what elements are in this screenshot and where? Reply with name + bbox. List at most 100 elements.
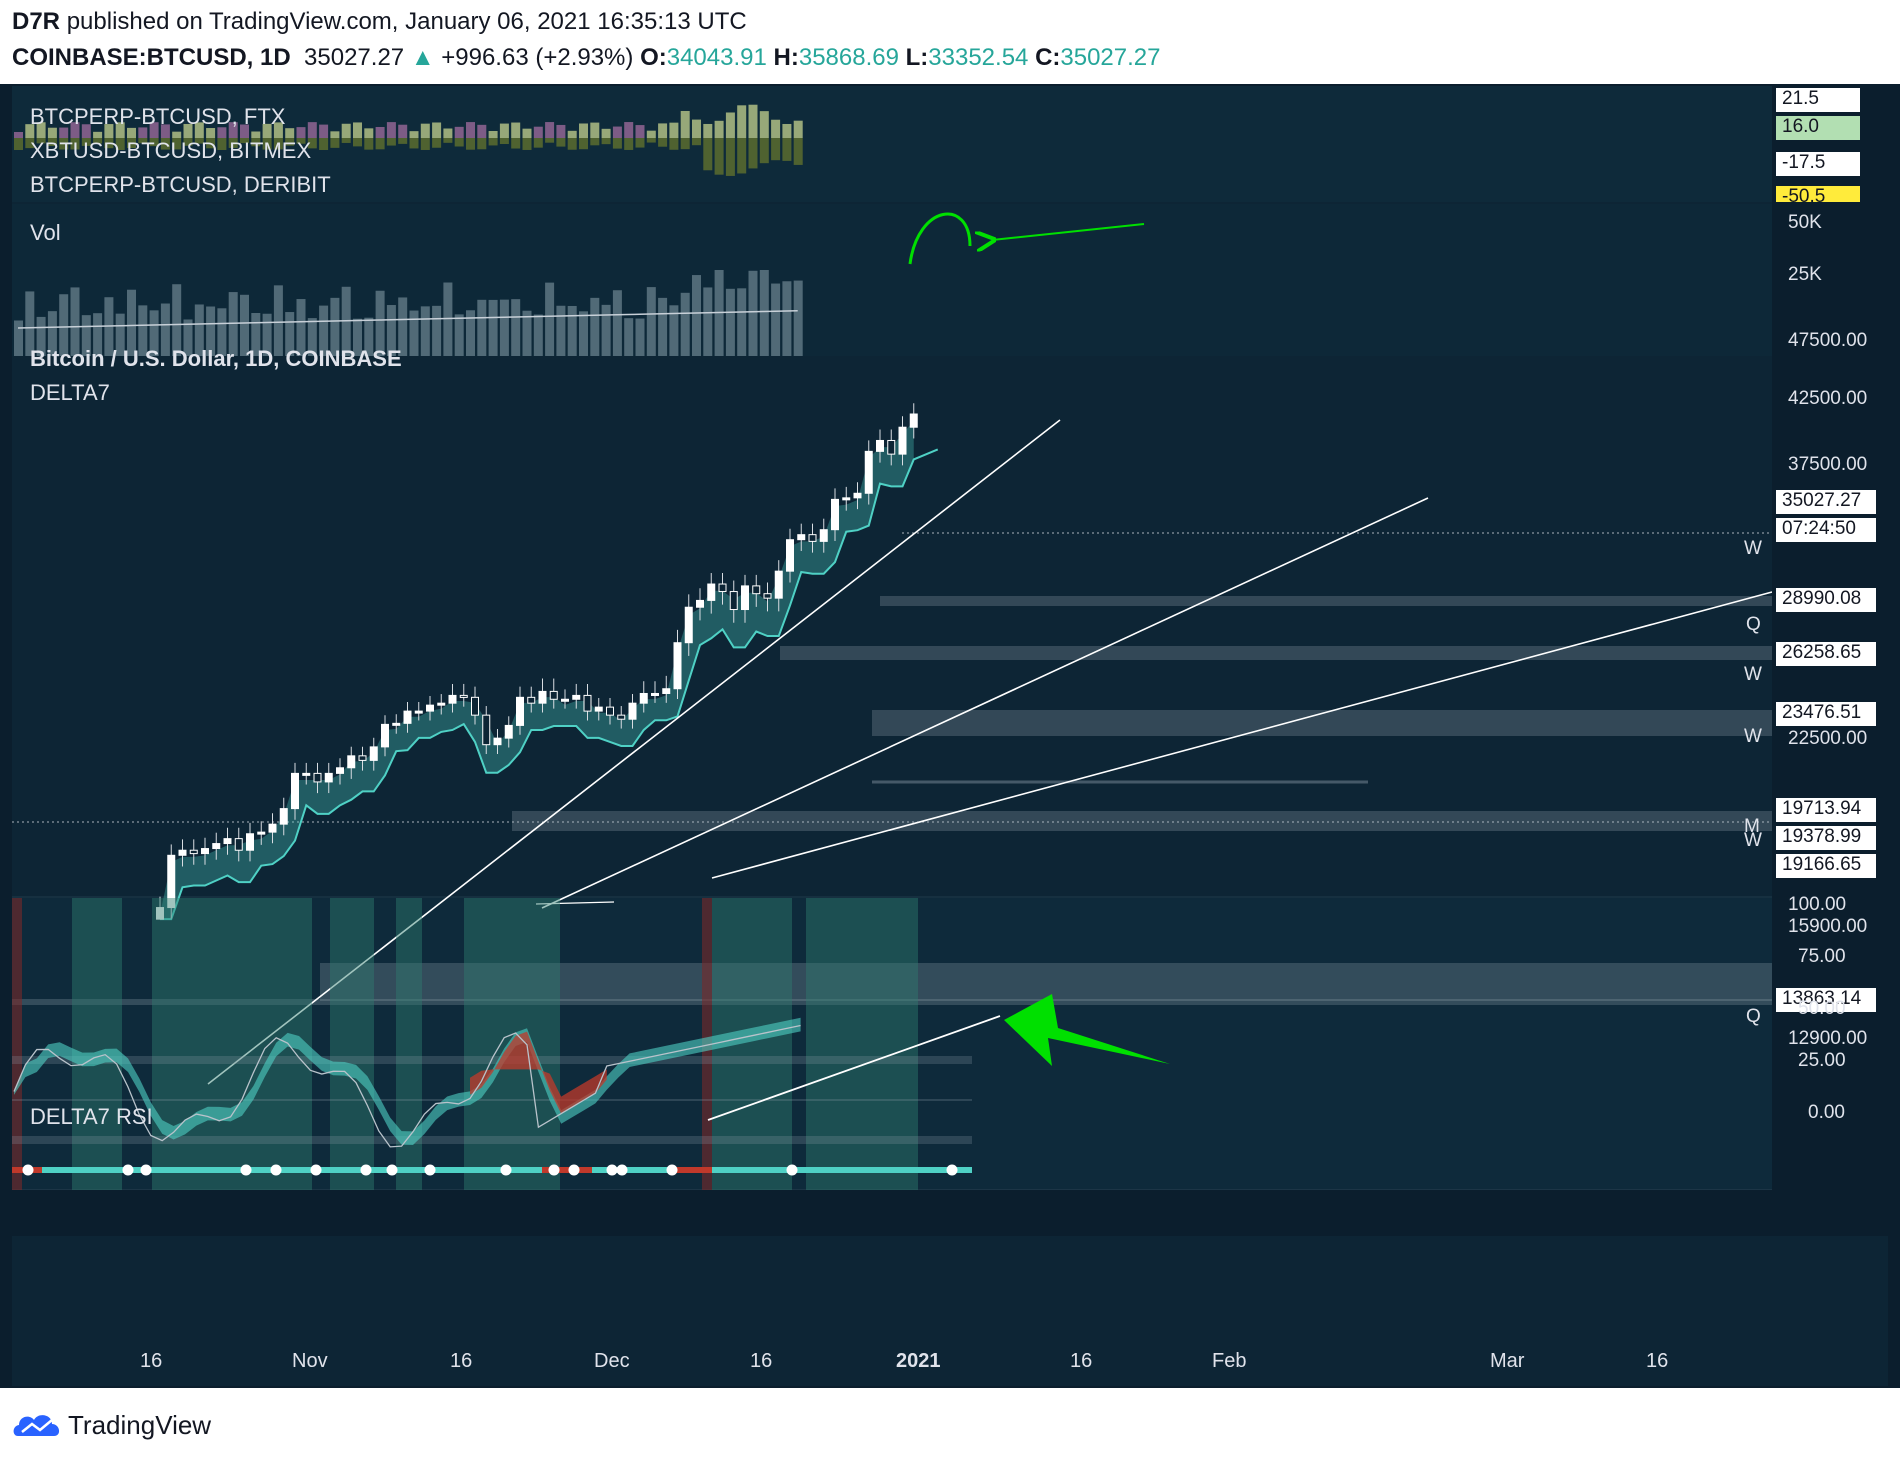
volume-bar bbox=[14, 320, 23, 356]
funding-bar-pos bbox=[240, 124, 249, 138]
candle-body bbox=[752, 585, 761, 595]
volume-bar bbox=[579, 311, 588, 356]
volume-bar bbox=[635, 318, 645, 356]
funding-bar-pos bbox=[149, 122, 159, 138]
funding-bar-neg bbox=[206, 138, 216, 149]
funding-bar-pos bbox=[138, 127, 148, 138]
level-letter-5: M bbox=[1744, 816, 1760, 837]
funding-bar-neg bbox=[104, 138, 114, 149]
funding-bar-pos bbox=[364, 128, 374, 138]
candle-body bbox=[482, 714, 491, 746]
rsi-green-zones bbox=[12, 898, 918, 1190]
level-letter-2: Q bbox=[1746, 614, 1761, 635]
funding-bar-neg bbox=[307, 138, 317, 149]
funding-bar-neg bbox=[330, 138, 340, 148]
trend-line-steep[interactable] bbox=[207, 419, 1061, 1085]
funding-bar-neg bbox=[36, 138, 46, 144]
time-label-oct-16: 16 bbox=[140, 1350, 163, 1372]
funding-bar-neg bbox=[635, 138, 645, 148]
candle-body bbox=[381, 723, 389, 748]
volume-bar bbox=[217, 308, 227, 356]
candle-body bbox=[741, 585, 749, 611]
funding-bar-neg bbox=[443, 138, 453, 143]
open-value: 34043.91 bbox=[666, 44, 767, 71]
funding-bar-pos bbox=[25, 124, 35, 138]
funding-bar-neg bbox=[454, 138, 464, 147]
funding-bar-neg bbox=[782, 138, 792, 161]
funding-bar-neg bbox=[194, 138, 204, 144]
rsi-trend-line[interactable] bbox=[707, 1015, 1001, 1121]
funding-label-bitmex: XBTUSD-BTCUSD, BITMEX bbox=[30, 138, 312, 163]
rsi-signal-dot bbox=[548, 1164, 560, 1176]
candle-body bbox=[414, 710, 423, 714]
volume-bar bbox=[737, 288, 747, 356]
rsi-arrow-annotation bbox=[1004, 994, 1170, 1066]
funding-bar-pos bbox=[273, 122, 283, 138]
level-letter-4: W bbox=[1744, 726, 1762, 747]
funding-bar-neg bbox=[386, 138, 396, 146]
zone-14300 bbox=[320, 963, 1772, 1001]
rsi-zone bbox=[806, 898, 918, 1190]
funding-bar-pos bbox=[330, 131, 340, 138]
chart-canvas[interactable] bbox=[12, 86, 1888, 1386]
funding-bar-pos bbox=[386, 122, 396, 138]
trend-line-mid[interactable] bbox=[541, 497, 1429, 909]
funding-bar-pos bbox=[285, 128, 295, 138]
funding-bar-neg bbox=[579, 138, 588, 150]
funding-bar-neg bbox=[93, 138, 103, 144]
funding-bar-pos bbox=[658, 123, 668, 138]
candle-body bbox=[696, 599, 704, 608]
rsi-signal-dot bbox=[360, 1164, 372, 1176]
funding-bar-neg bbox=[703, 138, 713, 171]
footer-brand[interactable]: TradingView bbox=[68, 1410, 212, 1440]
funding-label-ftx: BTCPERP-BTCUSD, FTX bbox=[30, 104, 286, 129]
funding-bar-neg bbox=[341, 138, 351, 143]
volume-bar bbox=[590, 297, 600, 356]
candle-body bbox=[347, 755, 356, 769]
volume-bar bbox=[601, 304, 611, 356]
funding-bar-pos bbox=[183, 123, 193, 138]
symbol-label[interactable]: COINBASE:BTCUSD, 1D bbox=[12, 44, 291, 71]
candle-body bbox=[538, 690, 547, 704]
volume-bar bbox=[432, 305, 442, 356]
trend-line-short[interactable] bbox=[535, 901, 615, 905]
price-scale-42500: 42500.00 bbox=[1788, 388, 1868, 409]
candle-body bbox=[774, 570, 783, 599]
funding-bar-neg bbox=[567, 138, 577, 150]
rsi-up-fill bbox=[14, 1017, 801, 1145]
funding-label-deribit: BTCPERP-BTCUSD, DERIBIT bbox=[30, 172, 331, 197]
candle-body bbox=[876, 439, 884, 452]
volume-bar bbox=[262, 313, 272, 356]
funding-bar-neg bbox=[296, 138, 306, 144]
publisher-name[interactable]: D7R bbox=[12, 8, 61, 35]
funding-bar-neg bbox=[217, 138, 227, 150]
time-label-feb: Feb bbox=[1212, 1350, 1247, 1372]
trend-line-shallow[interactable] bbox=[711, 591, 1773, 879]
chart-area[interactable]: BTCPERP-BTCUSD, FTX XBTUSD-BTCUSD, BITME… bbox=[12, 86, 1888, 1386]
high-value: 35868.69 bbox=[798, 44, 899, 71]
candle-body bbox=[336, 767, 344, 774]
price-tag-13863: 13863.14 bbox=[1776, 988, 1876, 1012]
candle-body bbox=[707, 583, 716, 601]
low-label: L: bbox=[905, 44, 929, 71]
price-scale-12900: 12900.00 bbox=[1788, 1028, 1868, 1049]
tradingview-logo-icon[interactable] bbox=[12, 1408, 64, 1440]
funding-bar-pos bbox=[771, 119, 781, 138]
funding-bar-neg bbox=[47, 138, 57, 147]
price-tag-19378: 19378.99 bbox=[1776, 826, 1876, 850]
volume-bar bbox=[669, 305, 679, 356]
funding-bar-neg bbox=[624, 138, 634, 150]
volume-bar bbox=[511, 299, 521, 356]
up-triangle-icon: ▲ bbox=[410, 44, 435, 71]
funding-bar-pos bbox=[488, 130, 498, 138]
volume-bar bbox=[488, 299, 498, 356]
volume-bar bbox=[160, 303, 170, 356]
funding-bar-pos bbox=[81, 124, 91, 138]
volume-bar bbox=[398, 297, 408, 356]
funding-bar-pos bbox=[590, 122, 600, 138]
main-title: Bitcoin / U.S. Dollar, 1D, COINBASE bbox=[30, 346, 402, 371]
volume-bar bbox=[47, 311, 57, 356]
candle-body bbox=[437, 702, 446, 706]
funding-bar-pos bbox=[748, 104, 758, 138]
candle-body bbox=[234, 838, 243, 851]
